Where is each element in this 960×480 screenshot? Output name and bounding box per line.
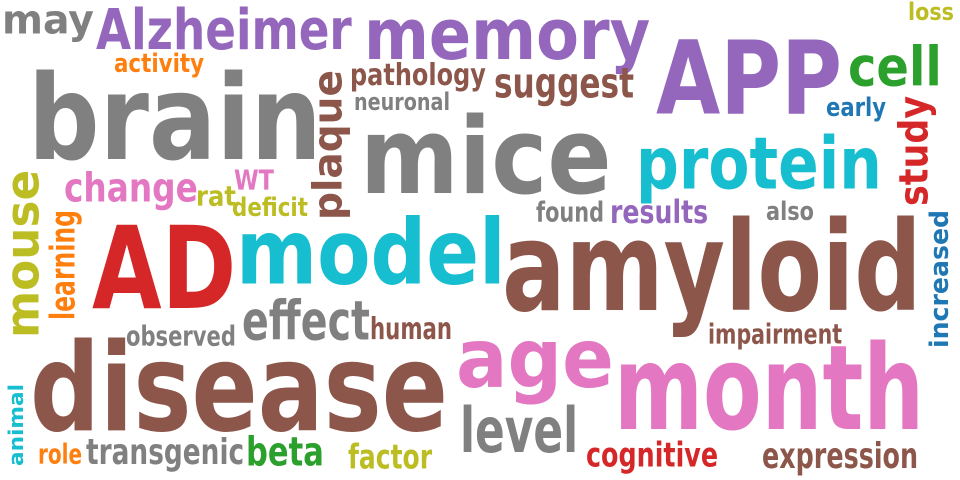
word-month: month: [614, 319, 925, 458]
word-results: results: [610, 193, 709, 231]
word-role: role: [38, 437, 83, 471]
word-change: change: [64, 164, 198, 212]
word-may: may: [2, 0, 94, 44]
word-neuronal: neuronal: [354, 87, 451, 116]
word-increased: increased: [923, 209, 955, 348]
word-brain: brain: [28, 49, 322, 188]
word-level: level: [460, 394, 579, 467]
word-activity: activity: [114, 47, 205, 79]
word-suggest: suggest: [494, 58, 635, 108]
word-effect: effect: [242, 289, 370, 353]
word-study: study: [890, 95, 938, 206]
word-expression: expression: [762, 434, 919, 477]
word-observed: observed: [126, 319, 236, 353]
word-plaque: plaque: [304, 70, 352, 220]
word-amyloid: amyloid: [502, 194, 922, 340]
word-model: model: [236, 199, 506, 306]
word-alzheimer: Alzheimer: [96, 0, 352, 63]
word-deficit: deficit: [232, 191, 308, 223]
word-found: found: [536, 195, 605, 229]
word-transgenic: transgenic: [86, 430, 245, 473]
word-app: APP: [656, 18, 842, 139]
word-animal: animal: [4, 384, 28, 466]
word-also: also: [766, 195, 814, 227]
word-protein: protein: [636, 121, 882, 206]
word-early: early: [826, 91, 887, 123]
word-beta: beta: [246, 428, 324, 476]
word-loss: loss: [908, 0, 955, 26]
word-rat: rat: [196, 179, 236, 213]
word-cell: cell: [848, 35, 942, 99]
word-impairment: impairment: [708, 317, 843, 351]
word-learning: learning: [42, 209, 83, 320]
word-cognitive: cognitive: [586, 434, 719, 475]
word-human: human: [370, 311, 453, 347]
word-pathology: pathology: [350, 57, 486, 93]
word-wt: WT: [234, 163, 274, 197]
word-disease: disease: [30, 317, 449, 460]
word-ad: AD: [92, 201, 237, 336]
word-mouse: mouse: [0, 169, 50, 338]
word-factor: factor: [348, 436, 433, 477]
word-mice: mice: [360, 94, 612, 219]
word-age: age: [456, 310, 614, 407]
word-memory: memory: [364, 0, 651, 76]
